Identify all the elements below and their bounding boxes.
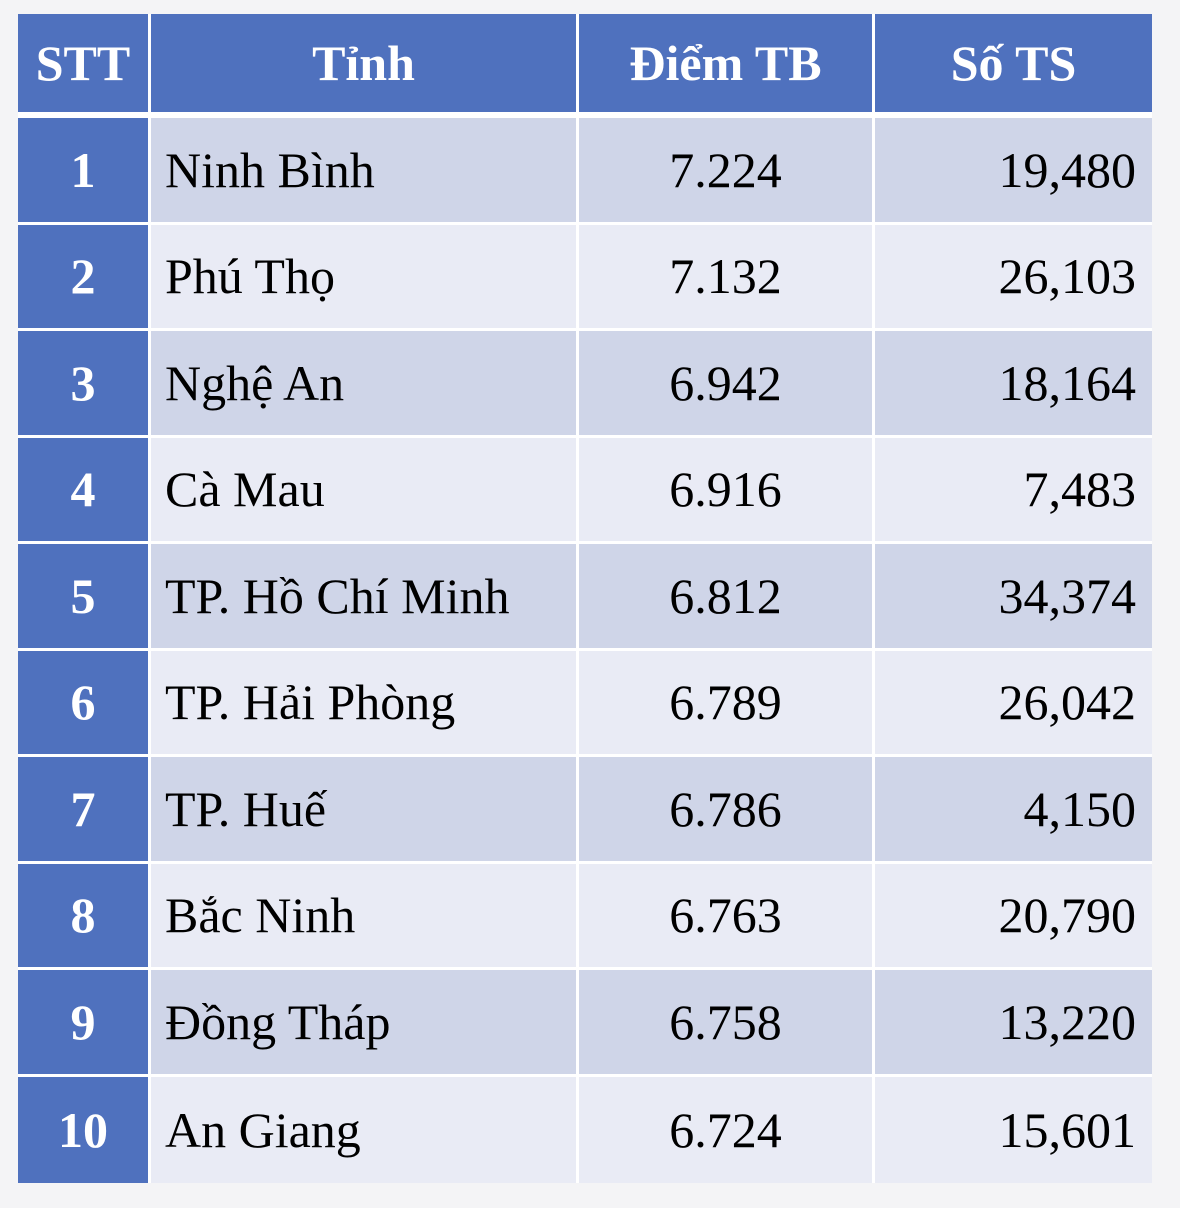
- header-diem-tb: Điểm TB: [579, 14, 875, 118]
- province-cell: Nghệ An: [151, 331, 579, 438]
- average-score-cell: 6.916: [579, 437, 875, 544]
- rank-cell: 3: [18, 331, 151, 438]
- candidate-count-cell: 18,164: [875, 331, 1152, 438]
- candidate-count-cell: 13,220: [875, 970, 1152, 1077]
- average-score-cell: 7.132: [579, 224, 875, 331]
- average-score-cell: 6.812: [579, 544, 875, 651]
- province-cell: Đồng Tháp: [151, 970, 579, 1077]
- average-score-cell: 7.224: [579, 118, 875, 225]
- candidate-count-cell: 26,042: [875, 650, 1152, 757]
- province-score-table: STT Tỉnh Điểm TB Số TS 1 Ninh Bình 7.224 19…: [18, 14, 1152, 1183]
- table-row: 7 TP. Huế 6.786 4,150: [18, 757, 1152, 864]
- province-cell: An Giang: [151, 1076, 579, 1183]
- average-score-cell: 6.942: [579, 331, 875, 438]
- average-score-cell: 6.724: [579, 1076, 875, 1183]
- candidate-count-cell: 7,483: [875, 437, 1152, 544]
- table-row: 2 Phú Thọ 7.132 26,103: [18, 224, 1152, 331]
- candidate-count-cell: 34,374: [875, 544, 1152, 651]
- province-cell: TP. Huế: [151, 757, 579, 864]
- rank-cell: 4: [18, 437, 151, 544]
- table-row: 10 An Giang 6.724 15,601: [18, 1076, 1152, 1183]
- average-score-cell: 6.786: [579, 757, 875, 864]
- rank-cell: 7: [18, 757, 151, 864]
- candidate-count-cell: 4,150: [875, 757, 1152, 864]
- table-row: 9 Đồng Tháp 6.758 13,220: [18, 970, 1152, 1077]
- rank-cell: 1: [18, 118, 151, 225]
- average-score-cell: 6.758: [579, 970, 875, 1077]
- candidate-count-cell: 26,103: [875, 224, 1152, 331]
- rank-cell: 6: [18, 650, 151, 757]
- province-cell: TP. Hải Phòng: [151, 650, 579, 757]
- rank-cell: 9: [18, 970, 151, 1077]
- province-cell: TP. Hồ Chí Minh: [151, 544, 579, 651]
- table-row: 3 Nghệ An 6.942 18,164: [18, 331, 1152, 438]
- rank-cell: 5: [18, 544, 151, 651]
- candidate-count-cell: 15,601: [875, 1076, 1152, 1183]
- rank-cell: 8: [18, 863, 151, 970]
- candidate-count-cell: 19,480: [875, 118, 1152, 225]
- candidate-count-cell: 20,790: [875, 863, 1152, 970]
- average-score-cell: 6.789: [579, 650, 875, 757]
- province-cell: Ninh Bình: [151, 118, 579, 225]
- table-row: 5 TP. Hồ Chí Minh 6.812 34,374: [18, 544, 1152, 651]
- table-row: 8 Bắc Ninh 6.763 20,790: [18, 863, 1152, 970]
- header-stt: STT: [18, 14, 151, 118]
- average-score-cell: 6.763: [579, 863, 875, 970]
- table-header-row: STT Tỉnh Điểm TB Số TS: [18, 14, 1152, 118]
- table-row: 1 Ninh Bình 7.224 19,480: [18, 118, 1152, 225]
- table-row: 4 Cà Mau 6.916 7,483: [18, 437, 1152, 544]
- rank-cell: 10: [18, 1076, 151, 1183]
- province-cell: Cà Mau: [151, 437, 579, 544]
- table-row: 6 TP. Hải Phòng 6.789 26,042: [18, 650, 1152, 757]
- province-cell: Phú Thọ: [151, 224, 579, 331]
- ranking-table-container: STT Tỉnh Điểm TB Số TS 1 Ninh Bình 7.224 19…: [18, 14, 1152, 1183]
- province-cell: Bắc Ninh: [151, 863, 579, 970]
- header-tinh: Tỉnh: [151, 14, 579, 118]
- header-so-ts: Số TS: [875, 14, 1152, 118]
- rank-cell: 2: [18, 224, 151, 331]
